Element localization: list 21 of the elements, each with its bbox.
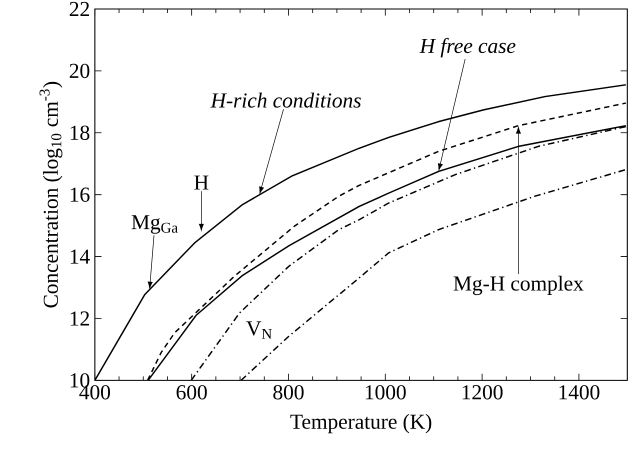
y-tick-label: 16 [70, 187, 90, 202]
annotation: H [194, 175, 208, 190]
annotation: Mg-H complex [454, 276, 584, 295]
annotation: H-rich conditions [210, 92, 361, 108]
y-axis-title: Concentration (log$_{10}$ cm$^{-3}$) [40, 82, 62, 308]
x-tick-label: 800 [273, 384, 304, 400]
y-tick-label: 22 [70, 2, 89, 16]
x-tick-label: 400 [79, 384, 110, 400]
x-tick-label: 1400 [560, 384, 600, 400]
x-tick-label: 600 [176, 384, 207, 400]
y-tick-label: 20 [70, 64, 90, 78]
y-tick-label: 18 [70, 125, 90, 140]
y-tick-label: 10 [70, 373, 90, 388]
y-tick-label: 14 [70, 249, 90, 264]
annotation: H free case [420, 38, 516, 58]
annotation: V$_{N}$ [246, 321, 272, 339]
x-tick-label: 1000 [366, 384, 406, 400]
annotation: Mg$_{Ga}$ [132, 215, 178, 234]
y-tick-label: 12 [70, 311, 89, 326]
x-tick-label: 1200 [462, 384, 503, 400]
x-axis-title: Temperature (K) [290, 414, 432, 434]
